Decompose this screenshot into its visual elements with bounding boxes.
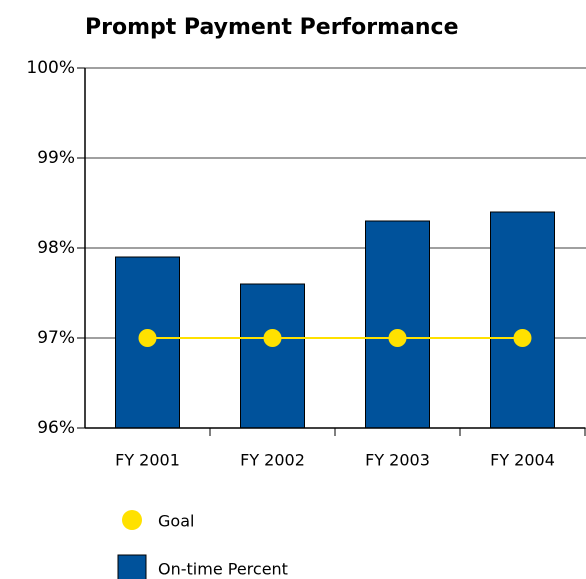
y-tick-label: 96%	[37, 418, 75, 438]
goal-point	[513, 329, 532, 347]
y-tick-label: 100%	[26, 58, 75, 78]
y-tick-label: 98%	[37, 238, 75, 258]
bar	[365, 220, 430, 429]
goal-point	[388, 329, 407, 347]
legend-label: Goal	[158, 512, 194, 531]
x-tick-label: FY 2001	[115, 451, 180, 470]
bar	[240, 283, 305, 429]
goal-point	[138, 329, 157, 347]
chart-title: Prompt Payment Performance	[85, 15, 458, 40]
y-tick-label: 97%	[37, 328, 75, 348]
y-tick-label: 99%	[37, 148, 75, 168]
legend-marker	[122, 510, 142, 530]
legend-marker	[117, 554, 147, 579]
x-tick-label: FY 2003	[365, 451, 430, 470]
goal-point	[263, 329, 282, 347]
legend-label: On-time Percent	[158, 560, 288, 579]
x-tick-label: FY 2002	[240, 451, 305, 470]
bar	[490, 211, 555, 429]
x-tick-label: FY 2004	[490, 451, 555, 470]
